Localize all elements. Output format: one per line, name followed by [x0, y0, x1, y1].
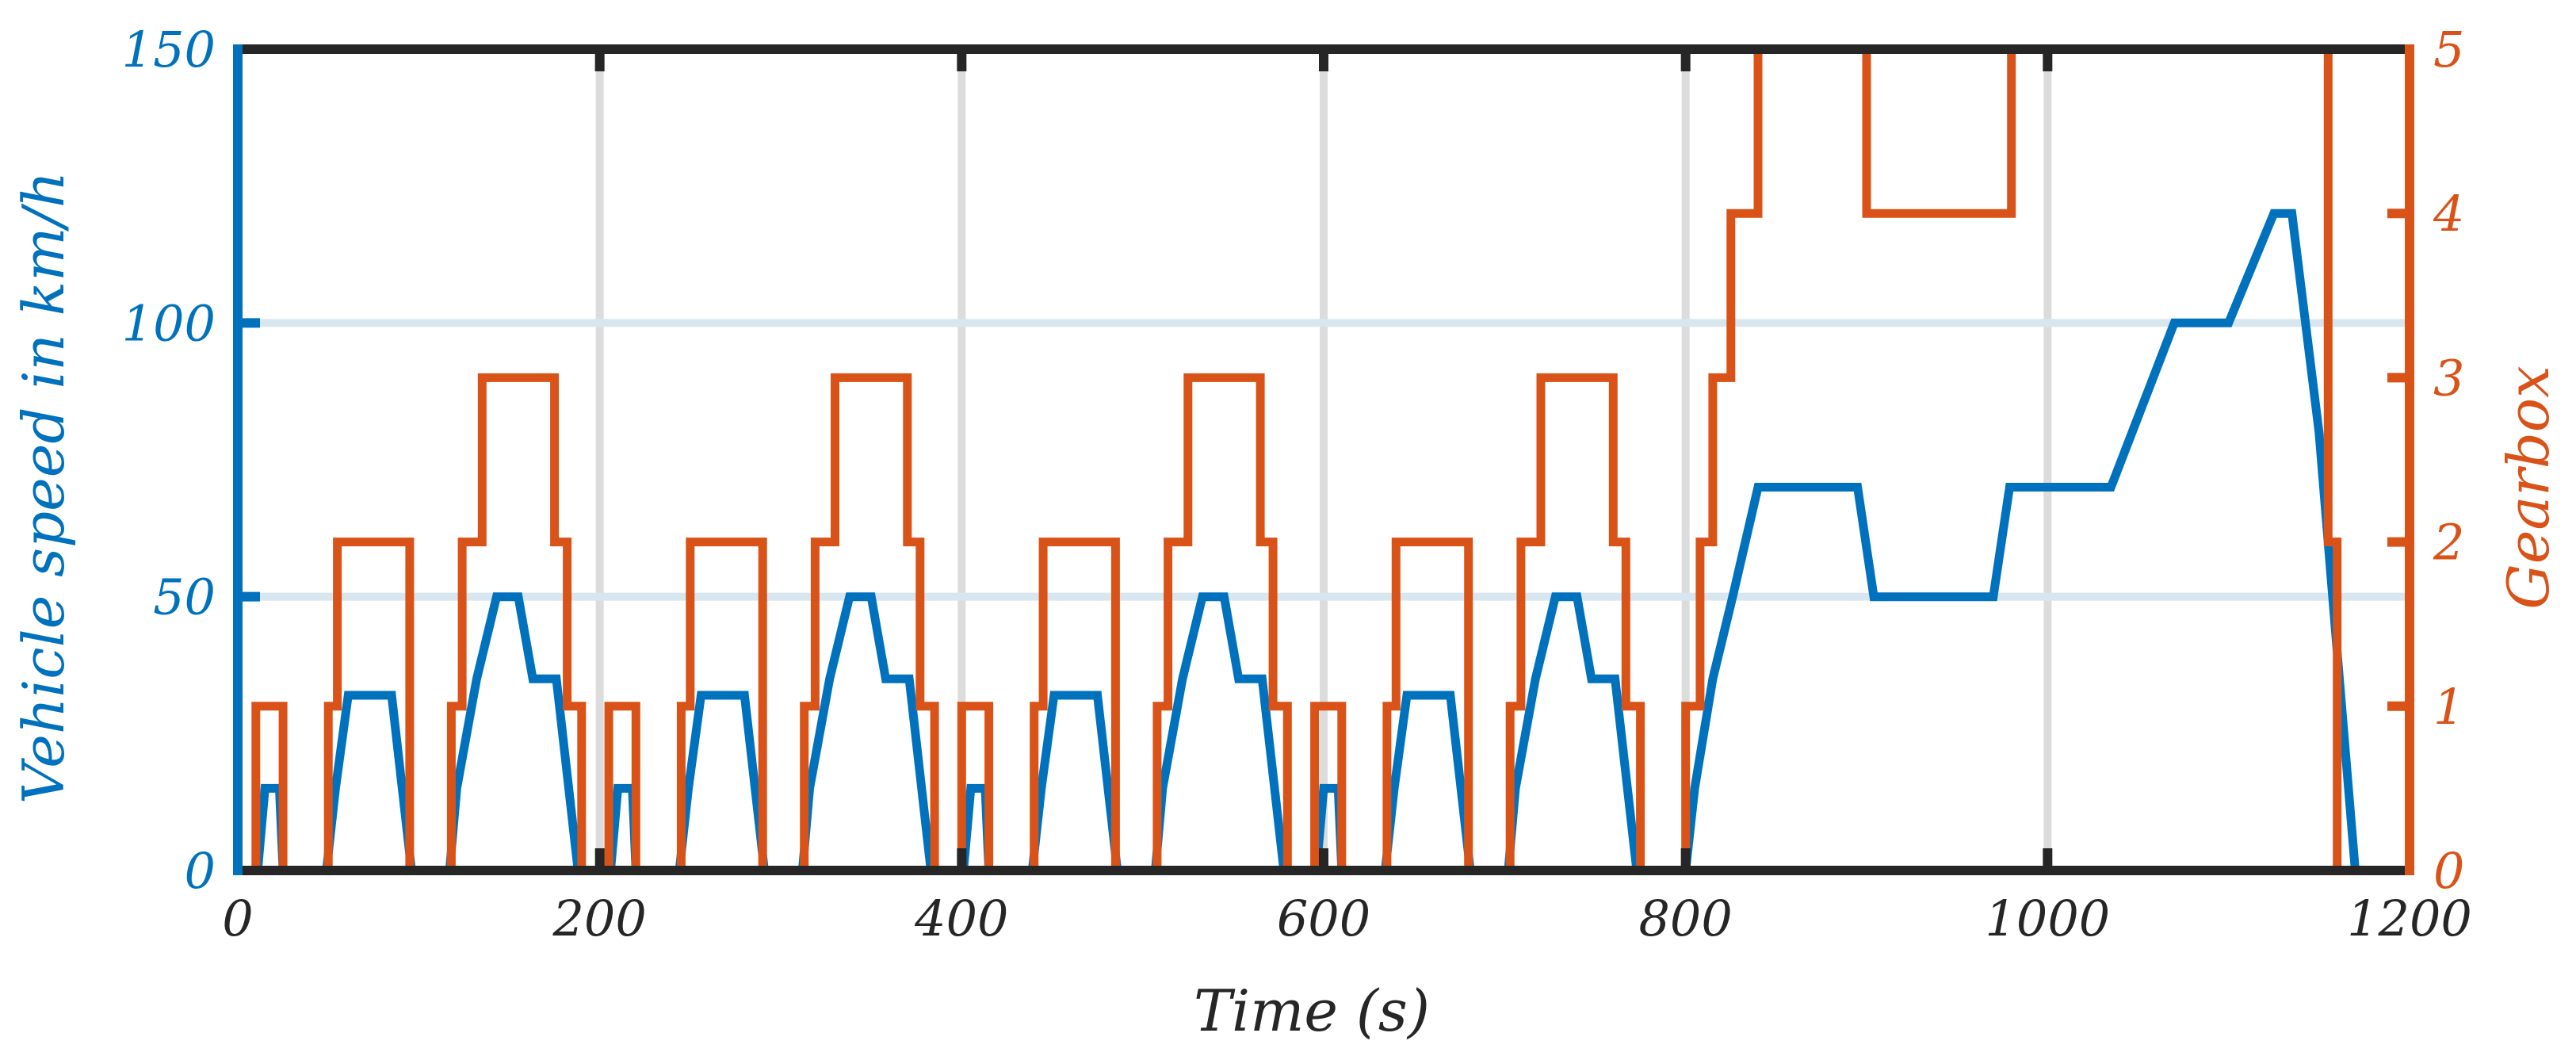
- x-tick-label-600: 600: [1277, 890, 1370, 947]
- y-left-tick-label-150: 150: [122, 21, 216, 78]
- y-axis-right-title: Gearbox: [2495, 365, 2562, 610]
- x-tick-label-800: 800: [1638, 890, 1732, 947]
- x-tick-label-0: 0: [222, 890, 253, 947]
- y-axis-left-title: Vehicle speed in km/h: [10, 171, 77, 804]
- axes-frame: [233, 44, 2414, 875]
- x-tick-label-1000: 1000: [1985, 890, 2110, 947]
- y-right-tick-label-1: 1: [2433, 678, 2464, 736]
- grid: [238, 49, 2410, 870]
- y-right-tick-label-5: 5: [2433, 21, 2464, 78]
- y-left-tick-label-100: 100: [122, 294, 216, 352]
- y-left-tick-label-50: 50: [153, 568, 216, 626]
- x-tick-label-400: 400: [914, 890, 1008, 947]
- x-tick-label-200: 200: [552, 890, 646, 947]
- x-tick-label-1200: 1200: [2347, 890, 2472, 947]
- y-right-tick-label-4: 4: [2433, 185, 2464, 243]
- x-axis-title: Time (s): [1194, 978, 1430, 1044]
- y-right-tick-label-3: 3: [2433, 349, 2464, 407]
- y-left-tick-label-0: 0: [185, 842, 216, 900]
- y-right-tick-label-0: 0: [2433, 842, 2464, 900]
- y-right-tick-label-2: 2: [2433, 514, 2464, 572]
